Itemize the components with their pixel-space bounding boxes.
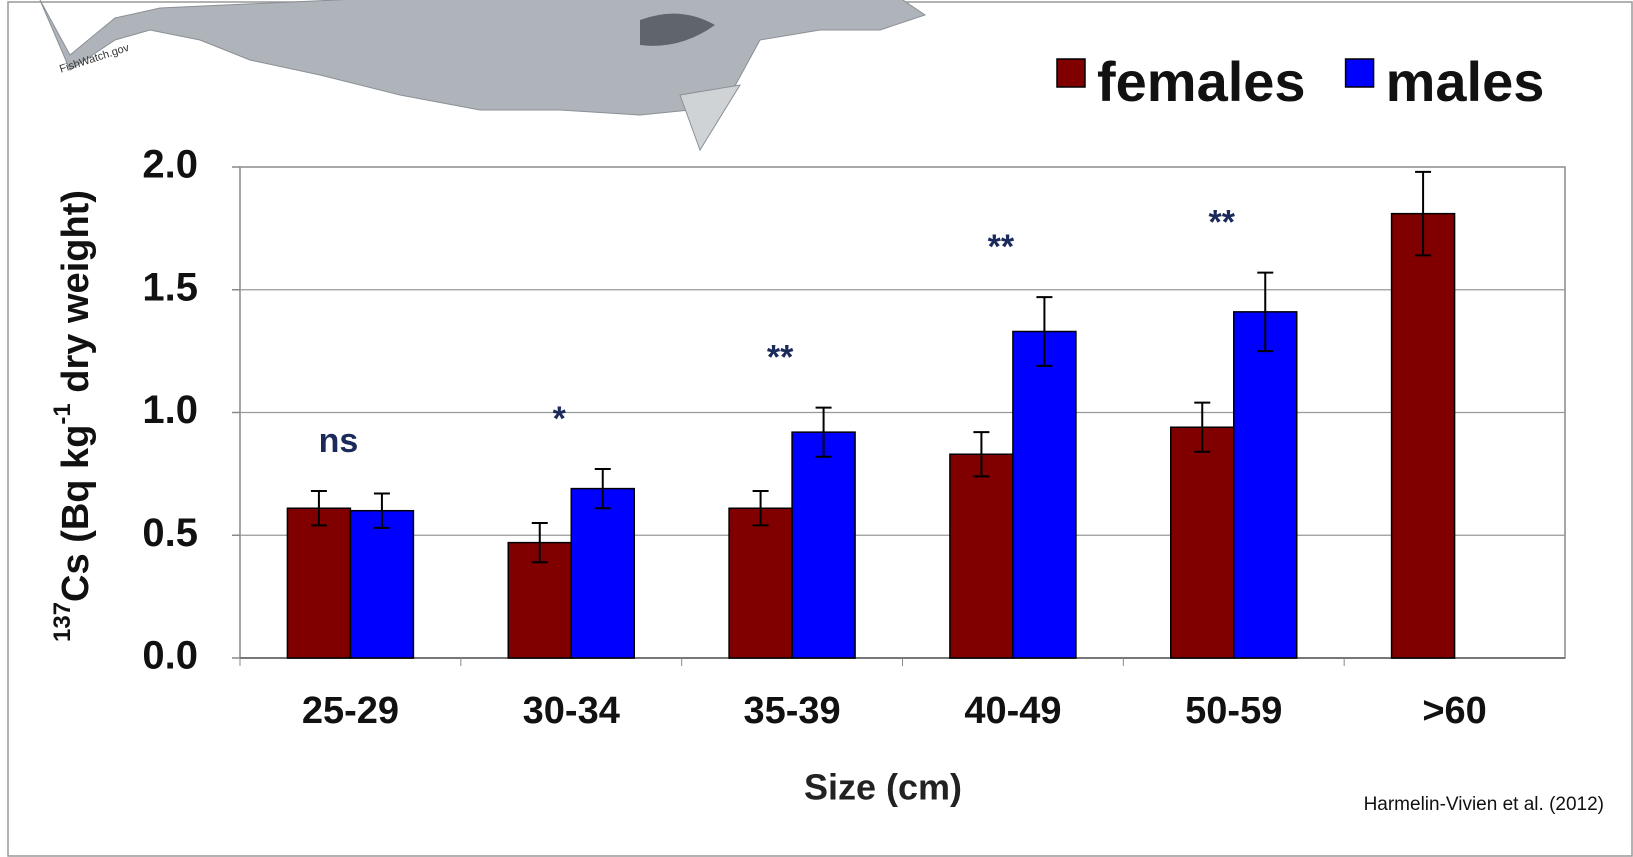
y-tick-label: 0.5 xyxy=(142,511,198,555)
bar xyxy=(570,487,635,659)
significance-label: * xyxy=(553,400,567,438)
x-tick-label: 40-49 xyxy=(964,690,1061,732)
error-bar xyxy=(1036,296,1053,367)
error-bar xyxy=(1194,401,1211,453)
fish-fin xyxy=(640,13,715,46)
bar xyxy=(1170,426,1235,659)
x-tick-label: 30-34 xyxy=(523,690,620,732)
legend-swatch xyxy=(1344,58,1375,88)
x-tick-label: 50-59 xyxy=(1185,690,1282,732)
y-tick-label: 1.5 xyxy=(142,265,198,309)
bar xyxy=(949,453,1014,659)
bar xyxy=(1390,212,1456,659)
bar xyxy=(286,507,352,659)
error-bar xyxy=(373,492,390,529)
legend-swatch xyxy=(1056,58,1086,88)
fish-fin xyxy=(679,84,742,152)
y-tick-label: 0.0 xyxy=(142,634,198,678)
y-label-superscript: 137 xyxy=(49,602,76,642)
bar xyxy=(791,431,856,659)
error-bar xyxy=(752,490,769,527)
bar xyxy=(728,507,793,659)
error-bar xyxy=(594,467,611,510)
y-label-text: Cs (Bq kg xyxy=(55,425,97,602)
legend-label: males xyxy=(1386,50,1545,113)
error-bar xyxy=(1257,271,1274,353)
x-tick-label: >60 xyxy=(1422,690,1486,732)
y-label-superscript: -1 xyxy=(49,403,76,424)
significance-label: ** xyxy=(767,339,794,377)
x-tick-label: 35-39 xyxy=(743,690,840,732)
x-axis-label: Size (cm) xyxy=(804,767,962,808)
error-bar xyxy=(1415,170,1432,257)
y-tick-label: 2.0 xyxy=(142,143,198,187)
significance-label: ** xyxy=(988,228,1015,266)
x-tick-label: 25-29 xyxy=(302,690,399,732)
credit: Harmelin-Vivien et al. (2012) xyxy=(1364,794,1604,815)
y-tick-label: 1.0 xyxy=(142,388,198,432)
error-bar xyxy=(310,490,327,527)
error-bar xyxy=(973,431,990,478)
y-label-text: dry weight) xyxy=(55,190,97,403)
bar xyxy=(1012,330,1077,659)
legend-label: females xyxy=(1097,50,1306,113)
bar xyxy=(1233,311,1298,659)
significance-label: ns xyxy=(319,422,359,460)
error-bar xyxy=(531,521,548,564)
bar xyxy=(349,509,415,659)
significance-label: ** xyxy=(1209,204,1236,242)
error-bar xyxy=(815,406,832,458)
frame xyxy=(7,1,1633,857)
y-axis-label: 137Cs (Bq kg-1 dry weight) xyxy=(49,190,97,642)
